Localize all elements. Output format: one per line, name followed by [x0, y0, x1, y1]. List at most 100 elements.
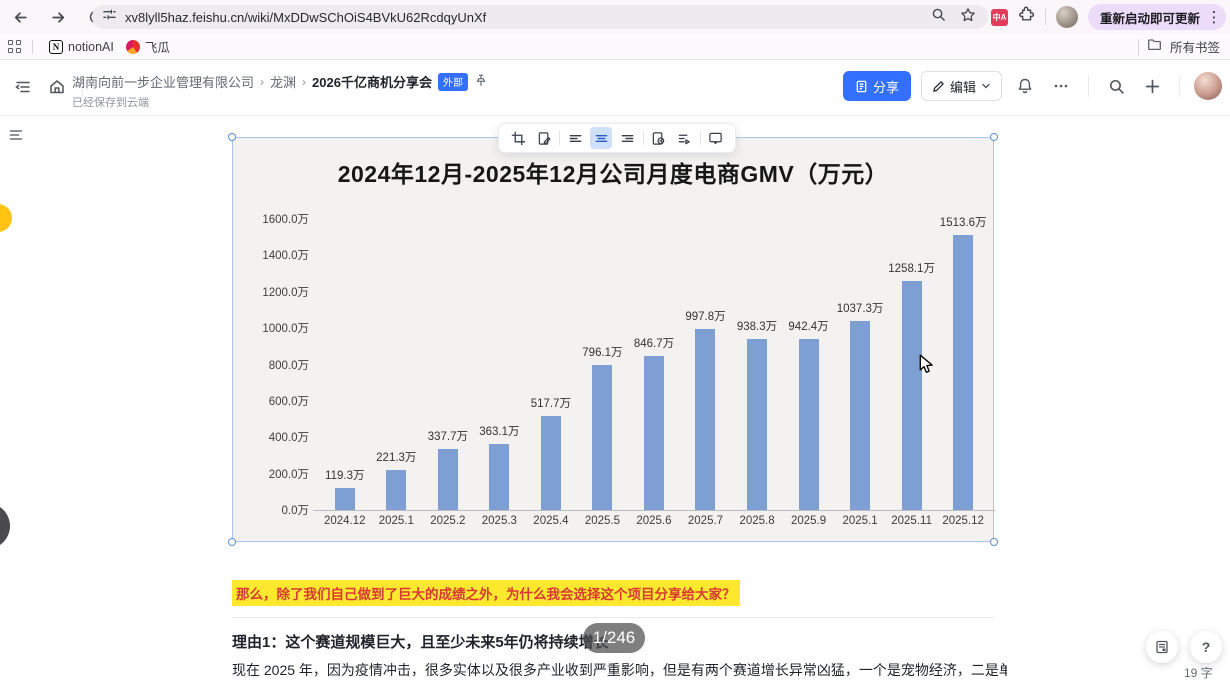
x-axis-labels: 2024.12 2025.1 2025.2 2025.3 2025.4 2025.5 202… [319, 515, 989, 527]
outline-catalog-button[interactable] [1146, 631, 1178, 663]
x-tick-label: 2025.6 [636, 515, 672, 527]
y-tick-label: 1600.0万 [262, 214, 309, 226]
x-axis-line [313, 510, 995, 511]
browser-toolbar: xv8lyll5haz.feishu.cn/wiki/MxDDwSChOiS4B… [0, 0, 1230, 34]
selection-handle-bottom-right[interactable] [990, 538, 998, 546]
folder-icon [1147, 37, 1162, 57]
bar-value-label: 337.7万 [427, 430, 468, 443]
body-paragraph[interactable]: 现在 2025 年，因为疫情冲击，很多实体以及很多产业收到严重影响，但是有两个赛… [232, 662, 1007, 678]
extensions-puzzle-icon[interactable] [1018, 6, 1035, 28]
bar [643, 356, 664, 510]
pin-icon[interactable] [474, 73, 488, 90]
bar-value-label: 1037.3万 [836, 303, 884, 316]
selection-handle-bottom-left[interactable] [228, 538, 236, 546]
divider [1137, 38, 1139, 55]
bar-value-label: 119.3万 [325, 470, 365, 483]
floating-dark-dot[interactable] [0, 503, 10, 549]
browser-menu-icon[interactable]: ⋮ [1206, 9, 1222, 26]
highlighted-question-text[interactable]: 那么，除了我们自己做到了巨大的成绩之外，为什么我会选择这个项目分享给大家？ [232, 580, 740, 606]
save-status: 已经保存到云端 [72, 97, 149, 109]
move-to-icon[interactable] [674, 127, 696, 149]
bar-column: 337.7万 [422, 219, 474, 510]
y-tick-label: 0.0万 [281, 505, 310, 517]
bar [592, 365, 613, 510]
bookmark-notionai[interactable]: N notionAI [43, 38, 120, 56]
x-tick-label: 2025.2 [430, 515, 466, 527]
user-avatar[interactable] [1194, 72, 1222, 100]
align-right-icon[interactable] [616, 127, 638, 149]
search-icon[interactable] [1103, 73, 1129, 99]
bookmark-feigua[interactable]: 飞瓜 [120, 35, 176, 58]
feishu-header: 湖南向前一步企业管理有限公司 › 龙渊 › 2026千亿商机分享会 外部 已经保… [0, 60, 1230, 116]
bar-column: 221.3万 [371, 219, 423, 510]
bar-value-label: 796.1万 [582, 347, 623, 360]
outline-menu-icon[interactable] [8, 127, 24, 148]
comment-icon[interactable] [705, 127, 727, 149]
floating-yellow-dot[interactable] [0, 204, 12, 232]
annotate-icon[interactable] [533, 127, 555, 149]
y-tick-label: 1400.0万 [262, 250, 309, 263]
edit-button[interactable]: 编辑 [920, 71, 1002, 101]
apps-grid-icon[interactable] [8, 39, 22, 54]
y-tick-label: 1000.0万 [262, 323, 309, 336]
relaunch-update-button[interactable]: 重新启动即可更新 ⋮ [1087, 4, 1226, 30]
all-bookmarks-button[interactable]: 所有书签 [1169, 41, 1220, 55]
divider [1088, 75, 1089, 97]
reason-heading[interactable]: 理由1：这个赛道规模巨大，且至少未来5年仍将持续增长 [232, 634, 609, 651]
align-center-icon[interactable] [590, 127, 613, 149]
crop-icon[interactable] [507, 127, 529, 149]
browser-profile-avatar[interactable] [1055, 6, 1078, 28]
home-icon[interactable] [44, 74, 70, 100]
x-tick-label: 2024.12 [323, 515, 366, 527]
bar-value-label: 1258.1万 [888, 263, 935, 276]
selection-handle-top-right[interactable] [990, 133, 998, 141]
chart-image-block[interactable]: 2024年12月-2025年12月公司月度电商GMV（万元） 1600.0万 14… [232, 137, 995, 542]
breadcrumb: 湖南向前一步企业管理有限公司 › 龙渊 › 2026千亿商机分享会 外部 [72, 72, 488, 91]
forward-icon[interactable] [44, 3, 72, 31]
copy-link-icon[interactable] [648, 127, 670, 149]
breadcrumb-company[interactable]: 湖南向前一步企业管理有限公司 [72, 75, 255, 90]
x-tick-label: 2025.11 [891, 515, 932, 527]
bookmarks-bar: N notionAI 飞瓜 所有书签 [0, 34, 1230, 60]
translate-extension-icon[interactable]: 中A [990, 8, 1008, 26]
bar-series: 119.3万 221.3万 337.7万 363.1万 517.7万 796.1万 846.… [319, 217, 989, 510]
y-tick-label: 600.0万 [268, 395, 309, 408]
back-icon[interactable] [6, 3, 34, 31]
share-button[interactable]: 分享 [842, 71, 911, 101]
divider [1179, 75, 1180, 97]
bar [850, 321, 871, 510]
breadcrumb-current-page[interactable]: 2026千亿商机分享会 [312, 75, 432, 90]
bookmark-star-icon[interactable] [960, 7, 976, 28]
bar-column: 363.1万 [474, 219, 526, 510]
y-axis: 1600.0万 1400.0万 1200.0万 1000.0万 800.0万 600.0万… [233, 138, 309, 541]
bar-column: 517.7万 [525, 219, 577, 510]
url-text[interactable]: xv8lyll5haz.feishu.cn/wiki/MxDDwSChOiS4B… [125, 9, 487, 25]
bar [540, 415, 561, 510]
bar [437, 448, 458, 510]
align-left-icon[interactable] [564, 127, 586, 149]
bar-column: 1513.6万 [937, 217, 989, 510]
notifications-bell-icon[interactable] [1012, 73, 1038, 99]
divider [32, 39, 33, 54]
create-new-icon[interactable] [1139, 73, 1165, 99]
bar [489, 444, 510, 510]
page-indicator-badge: 1/246 [583, 623, 645, 653]
y-tick-label: 800.0万 [268, 359, 309, 372]
more-actions-icon[interactable] [1048, 73, 1074, 99]
bar [901, 281, 922, 510]
breadcrumb-space[interactable]: 龙渊 [270, 75, 297, 90]
help-button[interactable]: ? [1190, 631, 1222, 663]
bar-column: 938.3万 [731, 219, 783, 510]
bar-value-label: 221.3万 [376, 451, 417, 464]
wiki-tree-toggle-icon[interactable] [10, 74, 36, 100]
pencil-icon [933, 80, 944, 92]
selection-handle-top-left[interactable] [228, 133, 236, 141]
address-bar[interactable]: xv8lyll5haz.feishu.cn/wiki/MxDDwSChOiS4B… [92, 5, 988, 29]
site-settings-icon[interactable] [102, 7, 117, 27]
question-mark-icon: ? [1201, 639, 1211, 655]
breadcrumb-separator: › [302, 74, 307, 89]
chart-title: 2024年12月-2025年12月公司月度电商GMV（万元） [337, 161, 889, 187]
x-tick-label: 2025.3 [481, 515, 517, 527]
zoom-icon[interactable] [931, 7, 946, 27]
